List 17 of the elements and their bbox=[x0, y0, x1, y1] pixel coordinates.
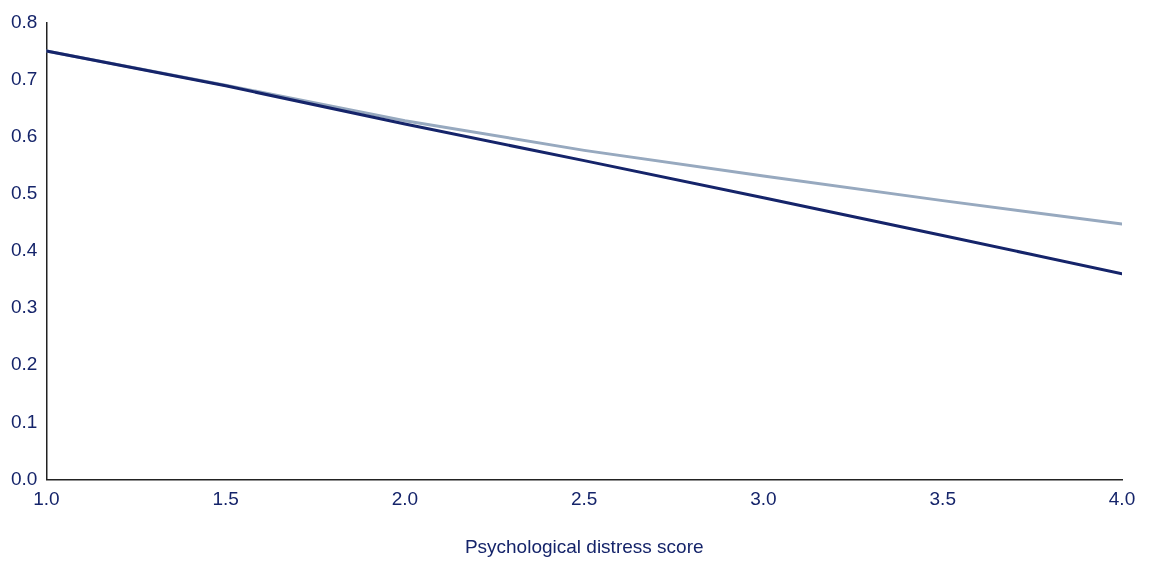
x-axis-title: Psychological distress score bbox=[464, 535, 704, 557]
x-tick-label: 4.0 bbox=[1108, 488, 1136, 510]
x-tick-label: 3.5 bbox=[929, 488, 956, 510]
y-tick-label: 0.7 bbox=[10, 67, 38, 89]
x-tick-label: 1.0 bbox=[33, 488, 60, 510]
x-tick-label: 1.5 bbox=[212, 488, 239, 510]
y-tick-label: 0.3 bbox=[10, 296, 38, 318]
y-tick-label: 0.4 bbox=[10, 239, 38, 261]
y-tick-label: 0.5 bbox=[10, 182, 38, 204]
y-tick-label: 0.2 bbox=[10, 353, 38, 375]
y-tick-label: 0.6 bbox=[10, 124, 38, 146]
y-tick-label: 0.8 bbox=[10, 10, 38, 32]
y-tick-label: 0.0 bbox=[10, 467, 38, 489]
y-tick-label: 0.1 bbox=[10, 410, 38, 432]
x-tick-label: 2.5 bbox=[571, 488, 598, 510]
x-tick-label: 2.0 bbox=[391, 488, 419, 510]
x-tick-label: 3.0 bbox=[750, 488, 777, 510]
